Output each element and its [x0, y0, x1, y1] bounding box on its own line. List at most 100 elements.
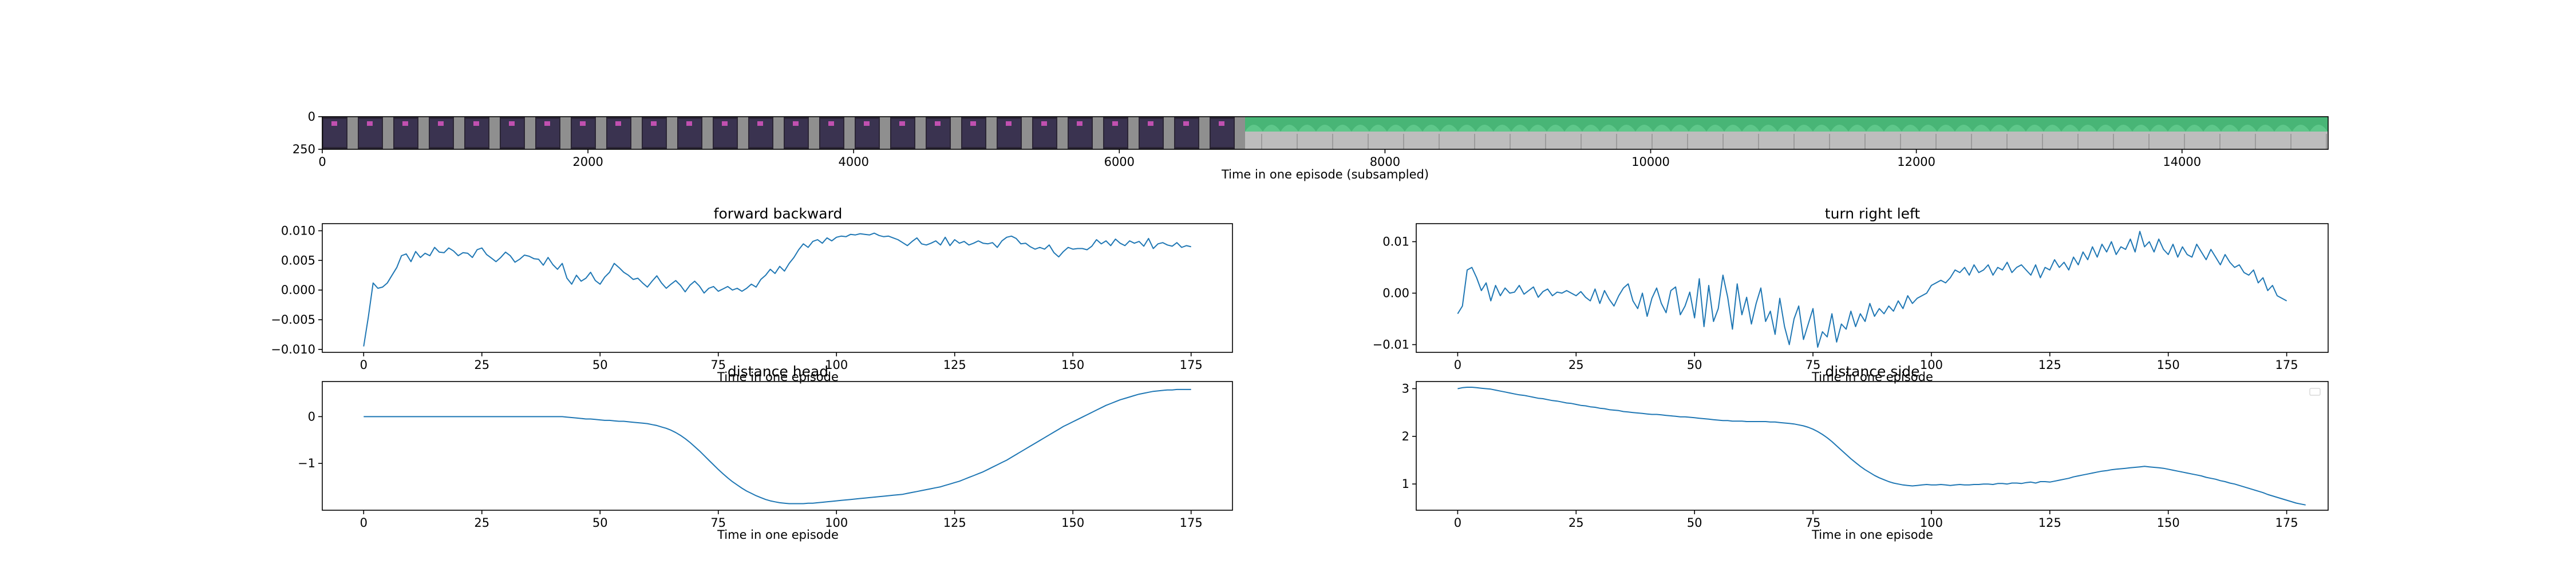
frame-thumbnail	[536, 117, 571, 149]
film-x-tick-label: 4000	[838, 155, 868, 169]
frame-thumbnail	[962, 117, 997, 149]
distance-head-title: distance head	[728, 363, 828, 380]
y-tick-label: 3	[1402, 382, 1409, 396]
frame-thumbnail	[856, 117, 890, 149]
frame-thumbnail	[785, 117, 819, 149]
frame-thumbnail	[927, 117, 961, 149]
x-tick-label: 50	[1687, 516, 1702, 530]
frame-thumbnail	[1494, 117, 1529, 149]
x-tick-label: 150	[2157, 516, 2180, 530]
x-tick-label: 175	[1180, 516, 1203, 530]
x-tick-label: 100	[825, 516, 848, 530]
film-x-tick-label: 12000	[1897, 155, 1935, 169]
frame-thumbnail	[2097, 117, 2132, 149]
x-tick-label: 25	[1568, 358, 1584, 372]
y-tick-label: 0	[308, 410, 315, 423]
x-tick-label: 150	[1061, 516, 1084, 530]
frame-thumbnail	[1919, 117, 1955, 149]
frame-thumbnail	[2026, 117, 2061, 149]
distance-side-x-axis-label: Time in one episode	[1811, 528, 1933, 542]
frame-thumbnail	[1706, 117, 1742, 149]
frame-thumbnail	[1387, 117, 1423, 149]
x-tick-label: 150	[1061, 358, 1084, 372]
film-x-ticks: 0 2000 4000 6000 8000 10000 12000 14000	[318, 149, 2201, 169]
frame-thumbnail	[2061, 117, 2097, 149]
frame-thumbnail	[1635, 117, 1671, 149]
frame-thumbnail	[1813, 117, 1848, 149]
frame-thumbnail	[891, 117, 926, 149]
film-x-tick-label: 2000	[572, 155, 603, 169]
frame-thumbnail	[465, 117, 500, 149]
film-x-tick-label: 14000	[2163, 155, 2201, 169]
x-tick-label: 175	[1180, 358, 1203, 372]
forward-backward-axes-frame	[322, 223, 1233, 353]
frame-thumbnail	[820, 117, 855, 149]
frame-thumbnail	[359, 117, 393, 149]
x-tick-label: 0	[360, 358, 368, 372]
x-tick-label: 50	[592, 516, 608, 530]
x-tick-label: 100	[825, 358, 848, 372]
turn-right-left-title: turn right left	[1825, 205, 1921, 222]
x-tick-label: 75	[710, 516, 726, 530]
x-tick-label: 0	[1454, 358, 1461, 372]
turn-right-left-axes-frame	[1416, 223, 2329, 353]
x-tick-label: 0	[1454, 516, 1461, 530]
x-tick-label: 75	[1805, 358, 1821, 372]
x-tick-label: 100	[1920, 358, 1943, 372]
frame-thumbnail	[2274, 117, 2310, 149]
film-x-tick-label: 10000	[1631, 155, 1670, 169]
x-tick-label: 50	[1687, 358, 1702, 372]
frame-thumbnail	[1458, 117, 1494, 149]
frame-thumbnail	[1175, 117, 1210, 149]
forward-backward-ticks: 0 25 50 75 100 125 150 175 −0.010 −0.005 0.000 0.00…	[271, 224, 1202, 372]
distance-head-chart: 0 25 50 75 100 125 150 175 −1 0 distance head Tim…	[298, 363, 1233, 542]
x-tick-label: 125	[943, 516, 966, 530]
x-tick-label: 175	[2275, 516, 2298, 530]
turn-right-left-ticks: 0 25 50 75 100 125 150 175 −0.01 0.00 0.01	[1373, 235, 2298, 372]
y-tick-label: 1	[1402, 477, 1409, 491]
distance-side-axes-frame	[1416, 381, 2329, 511]
frame-thumbnail	[714, 117, 748, 149]
frame-thumbnail	[643, 117, 677, 149]
frame-thumbnail	[749, 117, 784, 149]
y-tick-label: −0.005	[271, 313, 315, 327]
distance-head-ticks: 0 25 50 75 100 125 150 175 −1 0	[298, 410, 1203, 530]
y-tick-label: 0.00	[1382, 287, 1409, 300]
x-tick-label: 125	[2038, 516, 2061, 530]
x-tick-label: 25	[1568, 516, 1584, 530]
frame-thumbnail	[1990, 117, 2026, 149]
y-tick-label: 0.01	[1382, 235, 1409, 249]
turn-right-left-series-line	[1457, 231, 2287, 348]
film-x-tick-label: 8000	[1370, 155, 1400, 169]
x-tick-label: 100	[1920, 516, 1943, 530]
forward-backward-series-line	[363, 232, 1191, 347]
film-x-tick-label: 6000	[1104, 155, 1135, 169]
frame-thumbnail	[572, 117, 606, 149]
x-tick-label: 75	[710, 358, 726, 372]
film-x-tick-label: 0	[318, 155, 326, 169]
y-tick-label: −0.010	[271, 343, 315, 356]
turn-right-left-chart: turn right left 0 25 50 75 100 125 150 175 −0.01…	[1373, 205, 2329, 384]
x-tick-label: 125	[2038, 358, 2061, 372]
frame-thumbnail	[1316, 117, 1352, 149]
x-tick-label: 75	[1805, 516, 1821, 530]
film-y-tick-label: 250	[293, 142, 315, 156]
frame-thumbnail	[1600, 117, 1635, 149]
frame-thumbnail	[323, 117, 358, 149]
frame-thumbnail	[1140, 117, 1174, 149]
frame-thumbnail	[1245, 117, 1281, 149]
frame-thumbnail	[1777, 117, 1813, 149]
frame-thumbnail	[1281, 117, 1316, 149]
empty-legend-box	[2309, 388, 2321, 396]
film-axes-frame	[322, 116, 2329, 150]
frame-thumbnail	[1352, 117, 1387, 149]
frame-thumbnail	[1848, 117, 1884, 149]
frame-thumbnail	[1884, 117, 1919, 149]
frame-thumbnail	[1211, 117, 1245, 149]
film-y-tick-label: 0	[308, 110, 315, 124]
frame-thumbnail	[2168, 117, 2203, 149]
frame-thumbnail	[2310, 117, 2328, 149]
frame-thumbnail	[607, 117, 642, 149]
film-y-ticks: 0 250	[293, 110, 322, 156]
